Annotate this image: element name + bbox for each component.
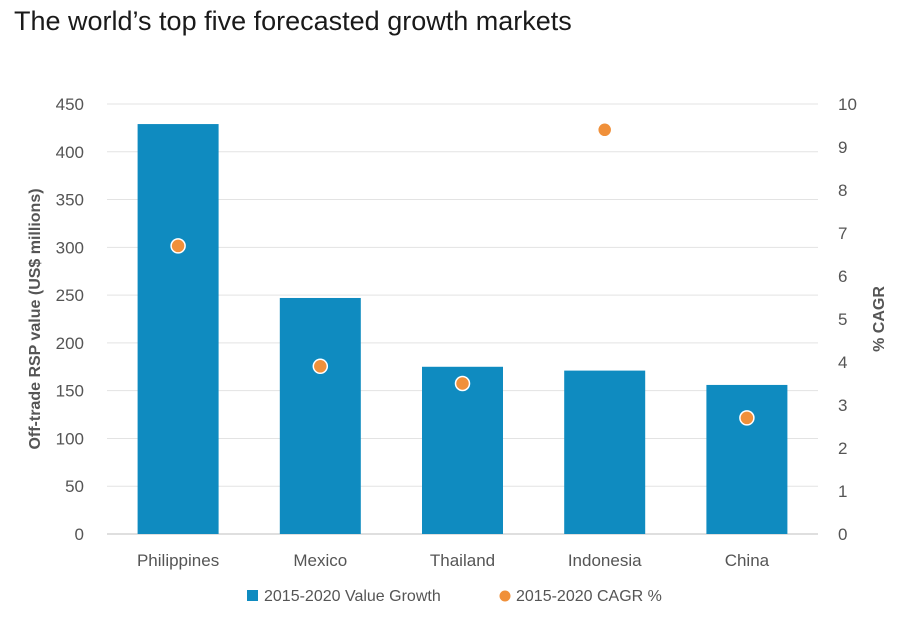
category-label: Philippines	[137, 551, 219, 570]
right-tick-label: 8	[838, 181, 847, 200]
left-tick-label: 150	[56, 382, 84, 401]
right-tick-label: 1	[838, 482, 847, 501]
right-tick-label: 6	[838, 267, 847, 286]
legend-bar-label: 2015-2020 Value Growth	[264, 588, 441, 605]
right-tick-label: 7	[838, 224, 847, 243]
left-tick-label: 200	[56, 334, 84, 353]
bar	[564, 370, 646, 534]
chart-title: The world’s top five forecasted growth m…	[14, 6, 572, 36]
right-tick-label: 4	[838, 353, 847, 372]
left-tick-label: 50	[65, 477, 84, 496]
left-axis-ticks: 0 50 100 150 200 250 300 350 400 450	[56, 95, 84, 544]
left-tick-label: 300	[56, 238, 84, 257]
data-point	[170, 238, 186, 254]
bar-series	[137, 124, 788, 535]
scatter-series	[170, 122, 755, 426]
left-tick-label: 350	[56, 191, 84, 210]
category-label: China	[725, 551, 770, 570]
left-tick-label: 250	[56, 286, 84, 305]
category-label: Thailand	[430, 551, 495, 570]
left-tick-label: 450	[56, 95, 84, 114]
left-tick-label: 100	[56, 429, 84, 448]
category-labels: Philippines Mexico Thailand Indonesia China	[137, 551, 770, 570]
legend-bar-swatch	[247, 590, 258, 601]
right-tick-label: 10	[838, 95, 857, 114]
bar	[706, 384, 788, 534]
data-point	[454, 375, 471, 392]
bar	[137, 124, 219, 535]
right-axis-ticks: 0 1 2 3 4 5 6 7 8 9 10	[838, 95, 857, 544]
data-point	[312, 358, 329, 375]
left-tick-label: 0	[75, 525, 84, 544]
right-axis-title: % CAGR	[871, 286, 888, 352]
bar	[279, 297, 361, 534]
category-label: Indonesia	[568, 551, 642, 570]
legend: 2015-2020 Value Growth 2015-2020 CAGR %	[247, 588, 662, 605]
data-point	[739, 410, 755, 426]
category-label: Mexico	[293, 551, 347, 570]
right-tick-label: 0	[838, 525, 847, 544]
right-tick-label: 9	[838, 138, 847, 157]
right-tick-label: 3	[838, 396, 847, 415]
legend-dot-label: 2015-2020 CAGR %	[516, 588, 662, 605]
right-tick-label: 2	[838, 439, 847, 458]
right-tick-label: 5	[838, 310, 847, 329]
legend-dot-swatch	[499, 590, 511, 602]
left-axis-title: Off-trade RSP value (US$ millions)	[27, 188, 44, 449]
data-point	[596, 122, 613, 138]
bar	[422, 366, 503, 534]
left-tick-label: 400	[56, 143, 84, 162]
